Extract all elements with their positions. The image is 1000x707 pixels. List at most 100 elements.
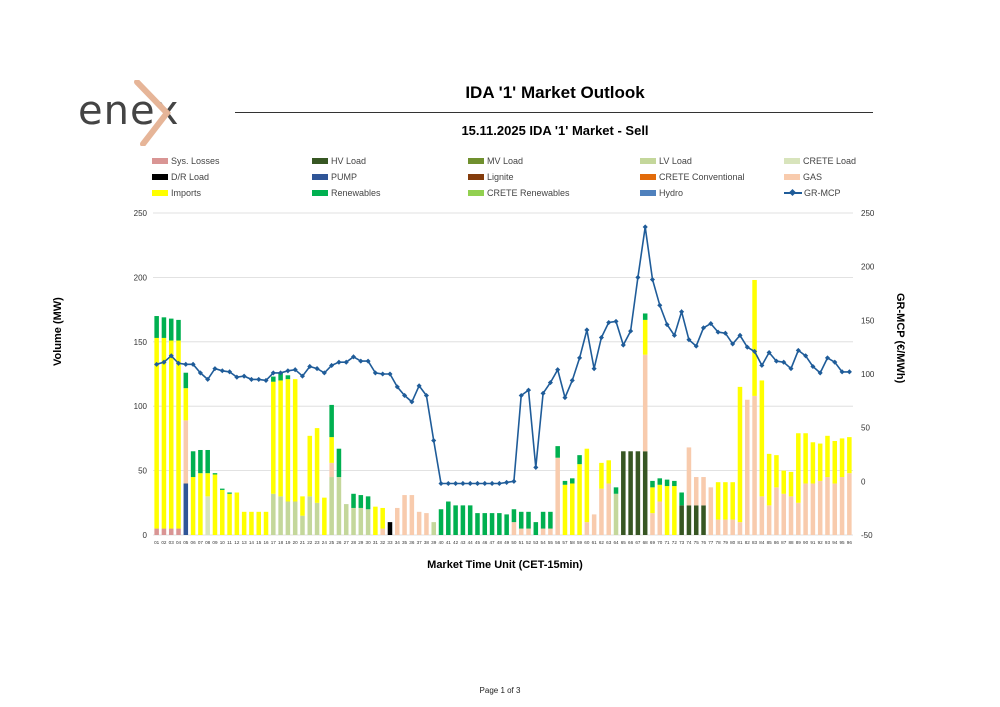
legend-label: CRETE Load [803,156,857,166]
bar-imports [715,482,721,520]
bar-lv-load [314,502,320,535]
gr-mcp-point [350,354,357,360]
x-tick-label: 41 [446,540,452,545]
gr-mcp-point [533,464,539,470]
x-tick-label: 88 [788,540,794,545]
gr-mcp-point [292,367,298,373]
bar-imports [759,380,765,497]
bar-renewables [511,509,517,523]
legend-label: Lignite [487,172,514,182]
gr-mcp-point [810,363,816,370]
x-tick-label: 02 [161,540,167,545]
bar-renewables [212,473,218,475]
bar-renewables [679,492,684,506]
x-tick-label: 65 [621,540,627,545]
bar-renewables [278,372,283,381]
bar-lv-load [613,493,619,535]
gr-mcp-point [431,438,437,444]
legend-label: Renewables [331,188,381,198]
gr-mcp-point [183,361,189,367]
bar-imports [584,448,590,523]
gr-mcp-point [737,332,743,338]
bar-gas [584,522,590,535]
gr-mcp-point [795,347,801,353]
legend-item-dr-load: D/R Load [152,172,209,182]
bar-imports [314,428,320,503]
bar-gas [715,519,721,535]
bar-imports [650,487,655,514]
bar-gas [686,447,692,506]
bar-gas [766,505,772,535]
gr-mcp-point [263,377,269,383]
legend-swatch [312,158,328,164]
gr-mcp-point [496,480,502,486]
x-tick-label: 90 [803,540,809,545]
gr-mcp-point [343,359,349,365]
gr-mcp-point [562,395,568,401]
y2-tick-label: 100 [861,370,875,379]
bar-renewables [161,317,167,338]
bar-gas [402,495,407,535]
bar-hv-load [621,451,626,535]
gr-mcp-point [387,371,393,377]
bar-gas [518,528,524,535]
bar-renewables [285,375,291,380]
bar-lv-load [365,509,371,535]
bar-imports [788,471,794,497]
x-tick-label: 04 [176,540,182,545]
bar-gas [693,477,699,506]
gr-mcp-point [168,353,174,359]
bar-gas [737,522,743,535]
gr-mcp-point [474,480,481,487]
x-tick-label: 94 [832,540,838,545]
gr-mcp-point [402,392,408,398]
gr-mcp-point [256,376,262,382]
bar-imports [227,493,232,535]
bar-renewables [548,511,553,529]
bar-imports [825,435,830,478]
bar-renewables [672,480,677,487]
x-tick-label: 86 [774,540,780,545]
bar-gas [730,519,735,535]
y2-tick-label: 150 [861,316,875,325]
bar-renewables [176,319,181,341]
bar-imports [781,470,786,494]
x-tick-label: 57 [562,540,568,545]
gr-mcp-point [154,361,160,367]
x-tick-label: 84 [759,540,765,545]
legend-label: HV Load [331,156,367,166]
x-tick-label: 16 [263,540,269,545]
bar-renewables [570,478,575,484]
bar-renewables [613,487,619,494]
bar-imports [832,440,838,484]
bar-imports [234,492,240,535]
bar-renewables [351,493,356,508]
y-tick-label: 200 [134,273,148,282]
gr-mcp-point [846,369,852,375]
bar-gas [803,483,808,535]
x-tick-label: 51 [519,540,525,545]
bar-renewables [518,511,524,529]
legend-swatch [640,158,656,164]
page-title: IDA '1' Market Outlook [465,83,645,102]
y-tick-label: 0 [143,531,148,540]
bar-imports [577,464,582,535]
bar-lv-load [351,507,356,535]
bar-renewables [227,492,232,494]
bar-renewables [642,313,648,320]
legend-swatch [640,190,656,196]
x-tick-label: 07 [198,540,204,545]
bar-gas [424,513,429,535]
x-tick-label: 56 [555,540,561,545]
bar-gas [183,420,189,484]
legend-swatch [784,189,802,197]
x-tick-label: 38 [424,540,430,545]
gr-mcp-point [175,360,182,366]
y2-tick-label: -50 [861,531,873,540]
bar-imports [220,489,225,535]
bar-imports [190,477,196,535]
gr-mcp-point [212,366,218,372]
gr-mcp-point [759,362,765,368]
bar-lv-load [358,507,364,535]
bar-lv-load [336,477,342,535]
